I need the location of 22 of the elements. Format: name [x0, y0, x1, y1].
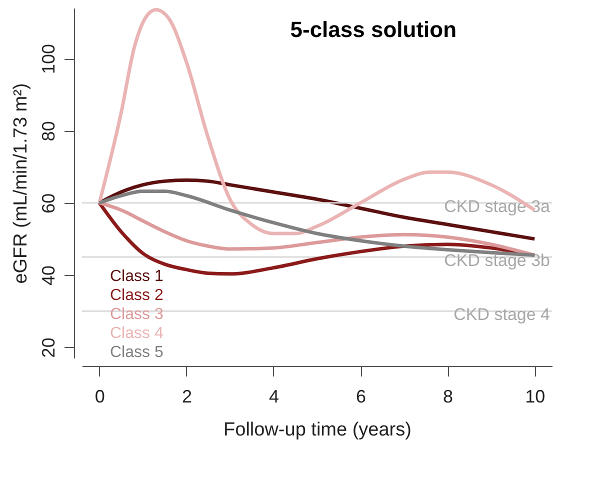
x-axis-title: Follow-up time (years)	[224, 420, 412, 440]
x-tick-label: 6	[356, 386, 366, 406]
text: Class 4	[110, 325, 164, 342]
y-tick-label: 20	[38, 338, 58, 358]
x-tick-label: 8	[443, 386, 454, 406]
text: Class 1	[110, 268, 164, 285]
y-tick-label: 40	[38, 265, 58, 286]
chart-title: 5-class solution	[290, 17, 457, 42]
x-tick-label: 10	[525, 386, 546, 406]
text: Class 5	[110, 344, 164, 361]
x-tick-label: 4	[268, 386, 279, 406]
series-label: Class 2	[110, 287, 164, 304]
text: Class 3	[110, 306, 164, 323]
y-tick-label: 80	[38, 121, 58, 142]
y-tick-label: 60	[38, 193, 58, 214]
y-tick-label: 100	[38, 44, 58, 74]
x-tick-label: 2	[182, 386, 192, 406]
ref-line-label: CKD stage 3b	[444, 250, 550, 270]
ref-line-label: CKD stage 4	[454, 305, 550, 324]
y-axis-title: eGFR (mL/min/1.73 m²)	[10, 83, 32, 284]
x-tick-label: 0	[94, 386, 105, 406]
ref-line-label: CKD stage 3a	[444, 196, 551, 216]
